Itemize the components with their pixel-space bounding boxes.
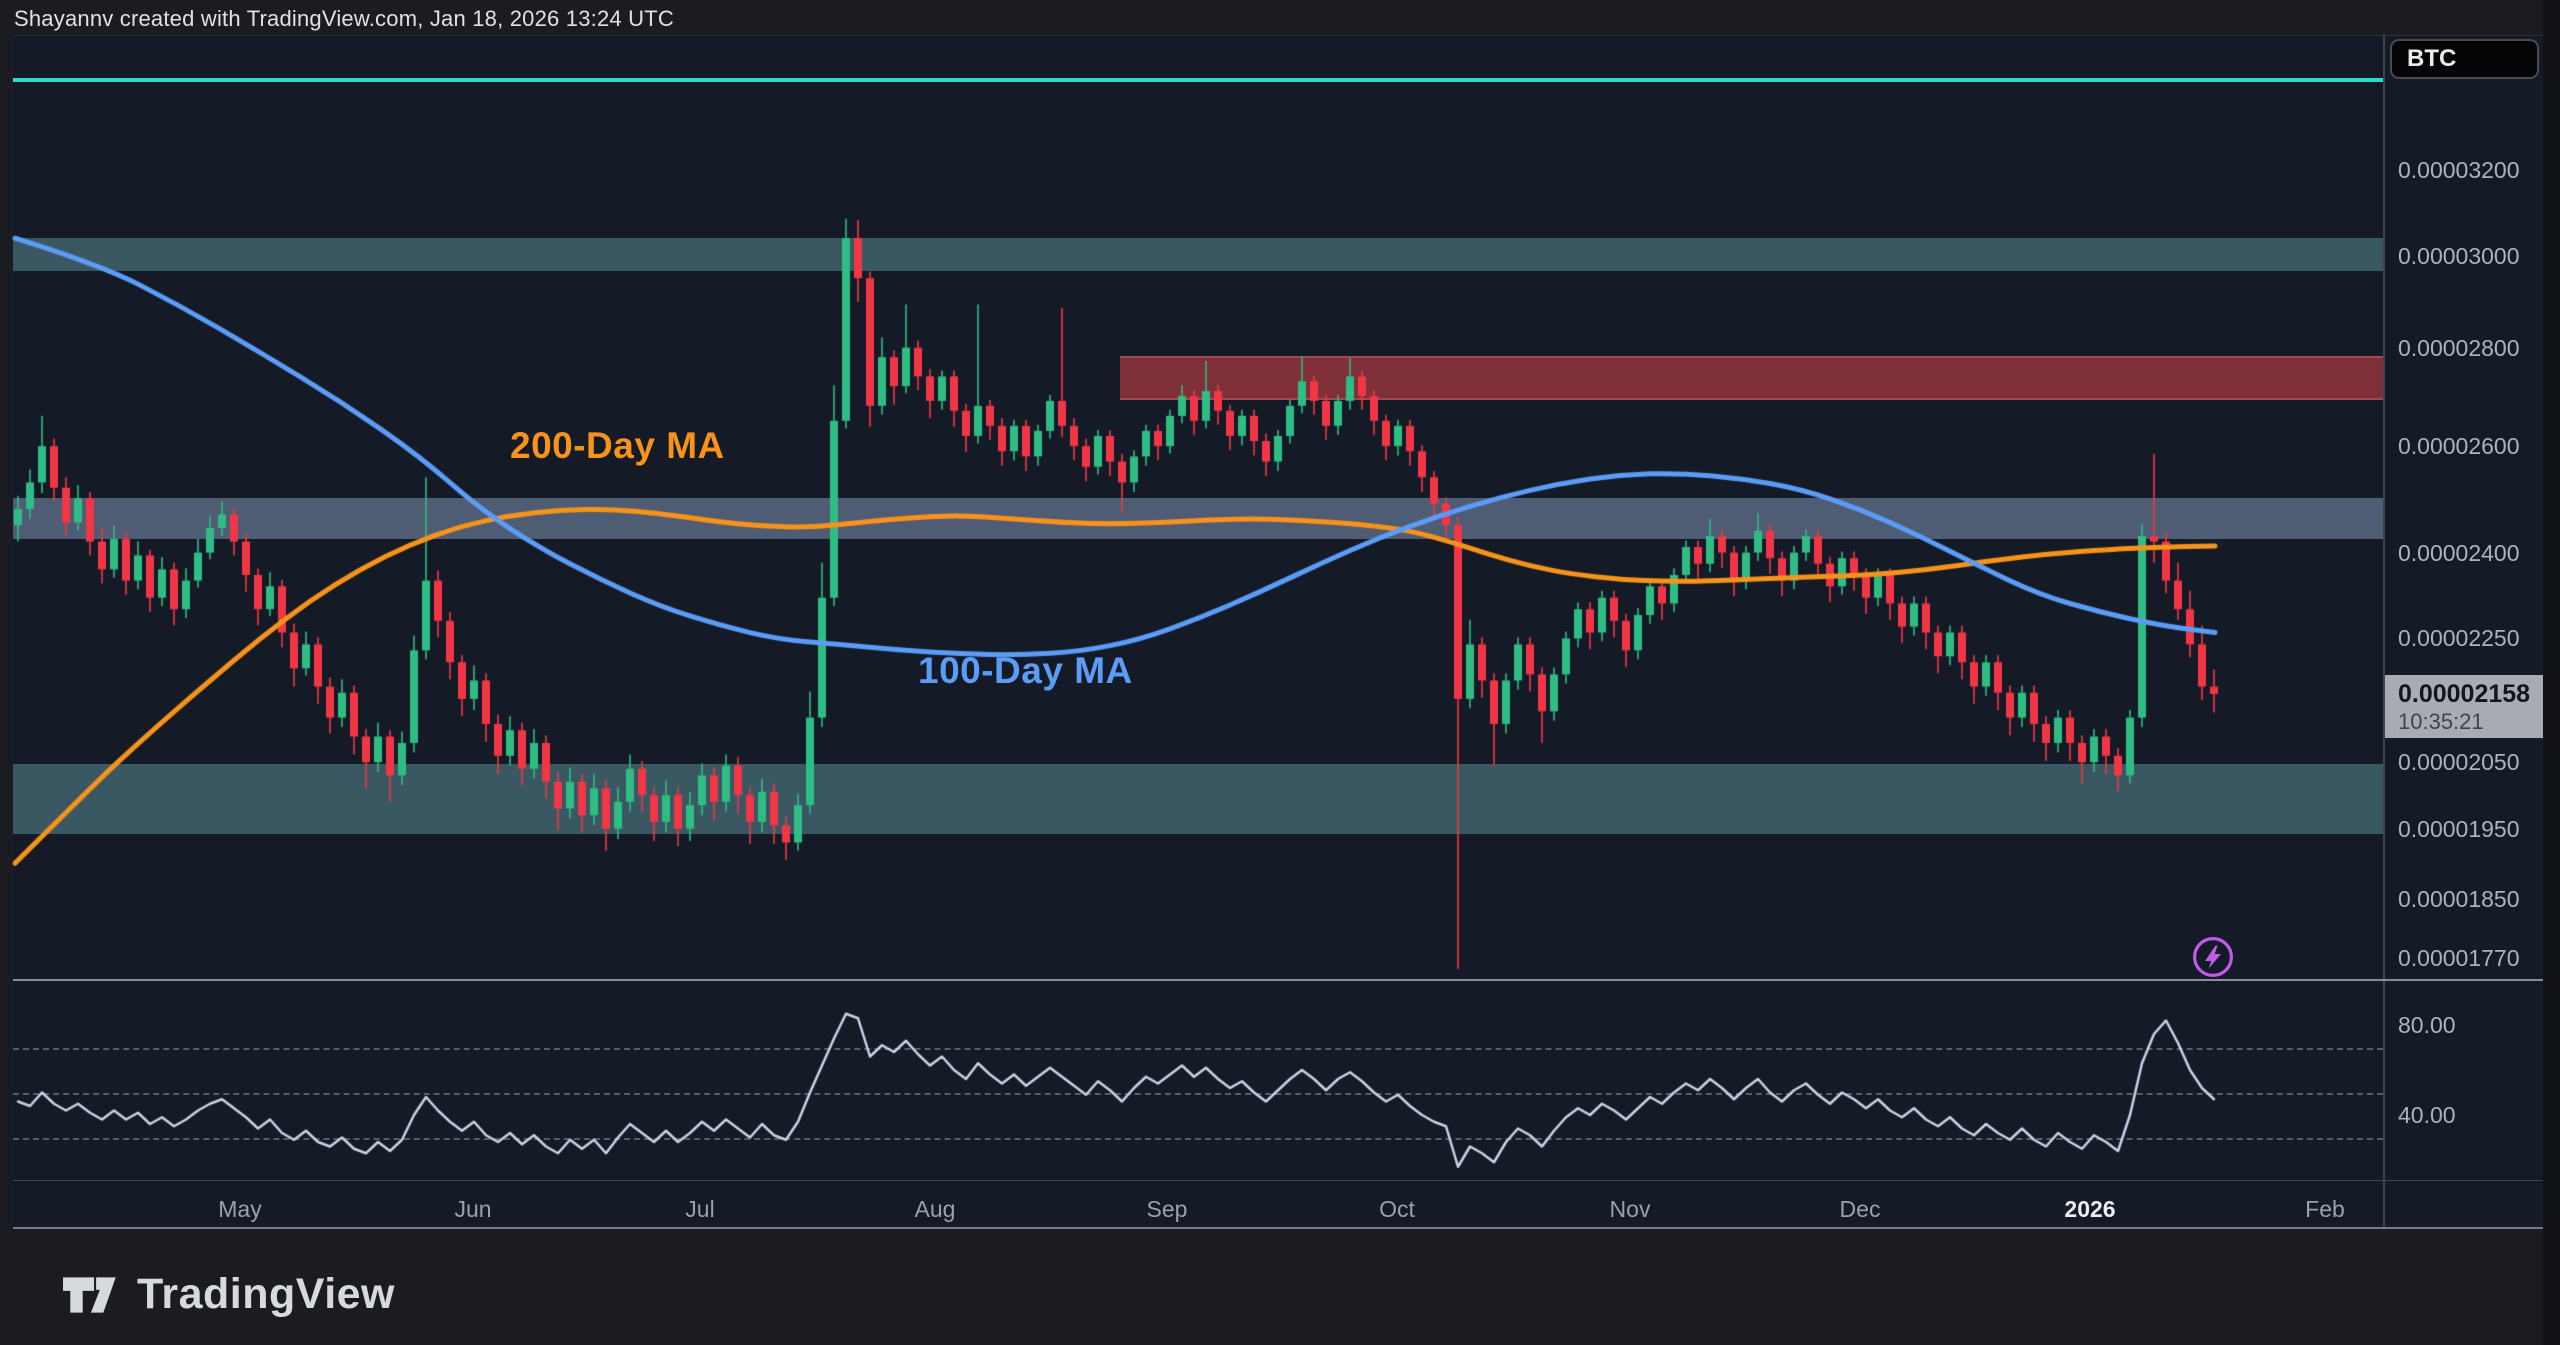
pivot-band-gray[interactable] bbox=[13, 498, 2383, 539]
price-axis-label-1850: 0.00001850 bbox=[2398, 886, 2520, 912]
price-axis-label-2400: 0.00002400 bbox=[2398, 540, 2520, 566]
price-axis-label-1950: 0.00001950 bbox=[2398, 816, 2520, 842]
price-axis-label-3000: 0.00003000 bbox=[2398, 243, 2520, 269]
support-zone-1950-2050[interactable] bbox=[13, 763, 2383, 834]
attribution-text: Shayannv created with TradingView.com, J… bbox=[14, 6, 674, 31]
time-axis-label-2026: 2026 bbox=[2064, 1196, 2116, 1222]
bar-countdown: 10:35:21 bbox=[2398, 708, 2484, 734]
price-axis-label-2800: 0.00002800 bbox=[2398, 335, 2520, 361]
time-axis-label-Sep: Sep bbox=[1146, 1196, 1188, 1222]
supply-zone-3000[interactable] bbox=[13, 238, 2383, 272]
lightning-icon[interactable] bbox=[2191, 935, 2235, 979]
time-axis-label-Feb: Feb bbox=[2305, 1196, 2345, 1222]
rsi-bottom-separator bbox=[13, 1180, 2543, 1181]
price-axis-label-2600: 0.00002600 bbox=[2398, 433, 2520, 459]
rsi-axis-label-80: 80.00 bbox=[2398, 1012, 2456, 1038]
ma100-label: 100-Day MA bbox=[918, 650, 1133, 691]
chart-bottom-frame bbox=[13, 1227, 2543, 1229]
time-axis-label-Jun: Jun bbox=[454, 1196, 492, 1222]
resistance-zone-red[interactable] bbox=[1120, 356, 2383, 400]
rsi-band-50 bbox=[13, 1092, 2383, 1095]
right-margin bbox=[2543, 0, 2560, 1345]
rsi-band-30 bbox=[13, 1137, 2383, 1140]
price-axis-label-3200: 0.00003200 bbox=[2398, 157, 2520, 183]
time-axis-label-Jul: Jul bbox=[685, 1196, 715, 1222]
price-axis-label-2250: 0.00002250 bbox=[2398, 625, 2520, 651]
axis-separator-vertical[interactable] bbox=[2383, 35, 2385, 1228]
time-axis-label-Aug: Aug bbox=[914, 1196, 956, 1222]
current-price-badge: 0.00002158 10:35:21 bbox=[2385, 675, 2543, 738]
resistance-price-line[interactable] bbox=[13, 78, 2383, 82]
symbol-button-label: BTC bbox=[2407, 45, 2457, 72]
pane-separator[interactable] bbox=[13, 979, 2543, 981]
price-axis-label-1770: 0.00001770 bbox=[2398, 945, 2520, 971]
time-axis-label-Nov: Nov bbox=[1609, 1196, 1651, 1222]
rsi-band-70 bbox=[13, 1047, 2383, 1050]
chart-top-frame bbox=[13, 35, 2543, 36]
time-axis-label-Dec: Dec bbox=[1839, 1196, 1881, 1222]
current-price-value: 0.00002158 bbox=[2398, 679, 2531, 708]
time-axis-label-May: May bbox=[218, 1196, 262, 1222]
symbol-button[interactable]: BTC bbox=[2390, 39, 2539, 79]
footer-logo[interactable]: TradingView bbox=[62, 1270, 395, 1319]
price-axis-label-2050: 0.00002050 bbox=[2398, 749, 2520, 775]
tradingview-logo-icon bbox=[63, 1276, 116, 1313]
time-axis-label-Oct: Oct bbox=[1379, 1196, 1415, 1222]
rsi-axis-label-40: 40.00 bbox=[2398, 1102, 2456, 1128]
ma200-label: 200-Day MA bbox=[510, 425, 725, 466]
tradingview-logo-text: TradingView bbox=[137, 1270, 395, 1318]
